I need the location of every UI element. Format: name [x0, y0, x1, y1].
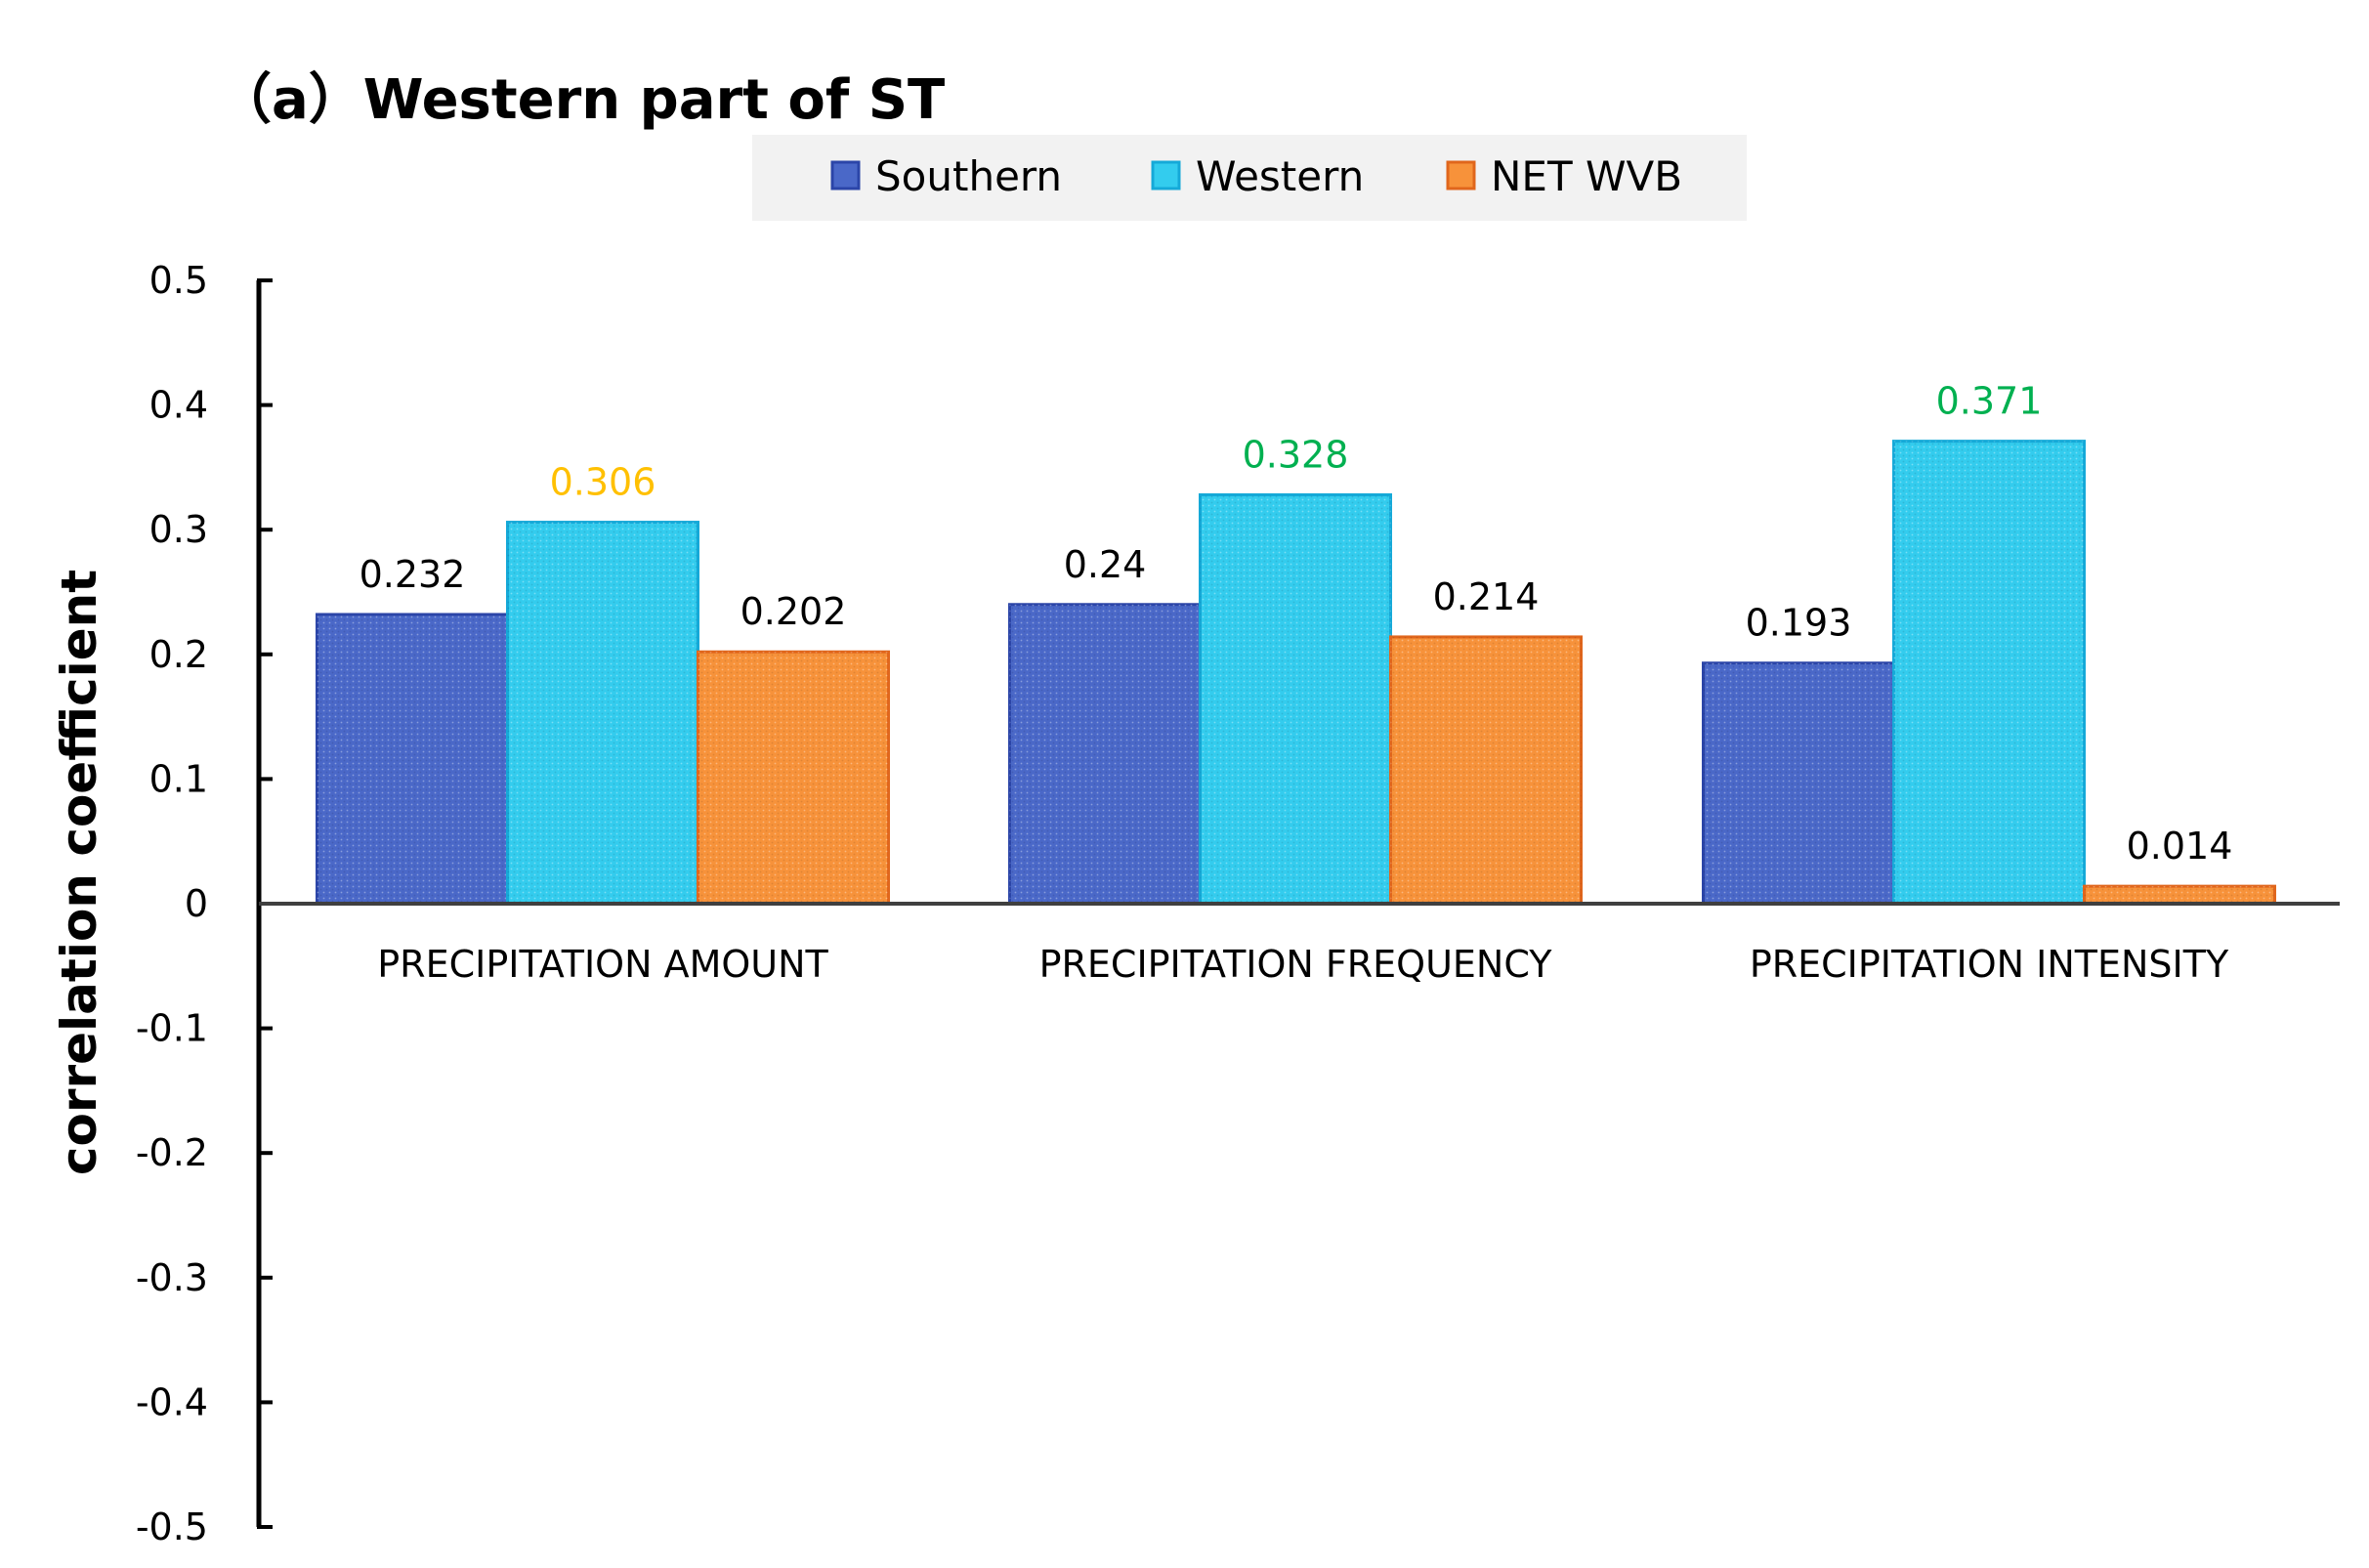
y-tick-label: -0.2 — [136, 1131, 208, 1174]
data-label: 0.214 — [1433, 575, 1540, 618]
bar-texture — [1009, 604, 1201, 904]
bar-texture — [507, 522, 698, 904]
bar-texture — [698, 652, 889, 904]
legend-label: NET WVB — [1491, 152, 1682, 200]
bar-texture — [1390, 636, 1582, 904]
bar-texture — [317, 614, 508, 904]
data-label: 0.014 — [2127, 825, 2233, 868]
y-tick-label: 0.2 — [149, 633, 208, 676]
chart-title: （a）Western part of ST — [217, 68, 945, 132]
legend-label: Southern — [875, 152, 1062, 200]
plot-area: 0.5 0.4 0.3 0.2 0.1 0 -0.1 -0.2 -0.3 -0.4 -0.5 0.23… — [136, 259, 2340, 1548]
legend-swatch-net-wvb — [1446, 160, 1476, 191]
bar-texture — [1893, 441, 2085, 904]
legend-box — [752, 135, 1747, 221]
bar-texture — [2084, 886, 2275, 904]
y-tick-label: 0.5 — [149, 259, 208, 302]
legend-swatch-southern — [830, 160, 861, 191]
legend-swatch-western — [1151, 160, 1181, 191]
data-label: 0.232 — [360, 553, 466, 596]
y-axis-label: correlation coefficient — [51, 570, 107, 1175]
y-tick-label: -0.5 — [136, 1505, 208, 1548]
legend: Southern Western NET WVB — [752, 135, 1747, 221]
y-tick-label: 0.4 — [149, 384, 208, 427]
y-tick-label: -0.3 — [136, 1256, 208, 1299]
data-label: 0.371 — [1936, 380, 2043, 423]
y-tick-label: 0.1 — [149, 757, 208, 800]
bar-texture — [1703, 662, 1894, 904]
category-label: PRECIPITATION FREQUENCY — [1039, 943, 1553, 986]
y-tick-label: -0.1 — [136, 1007, 208, 1050]
data-label: 0.193 — [1746, 602, 1852, 645]
data-label: 0.328 — [1243, 433, 1349, 476]
y-tick-label: 0.3 — [149, 508, 208, 551]
data-label: 0.24 — [1064, 543, 1147, 586]
data-label: 0.202 — [740, 590, 847, 633]
legend-label: Western — [1196, 152, 1364, 200]
y-tick-label: -0.4 — [136, 1380, 208, 1423]
data-label: 0.306 — [550, 461, 656, 504]
y-tick-label: 0 — [185, 882, 208, 925]
bar-texture — [1200, 494, 1391, 904]
category-label: PRECIPITATION INTENSITY — [1750, 943, 2229, 986]
category-label: PRECIPITATION AMOUNT — [377, 943, 828, 986]
